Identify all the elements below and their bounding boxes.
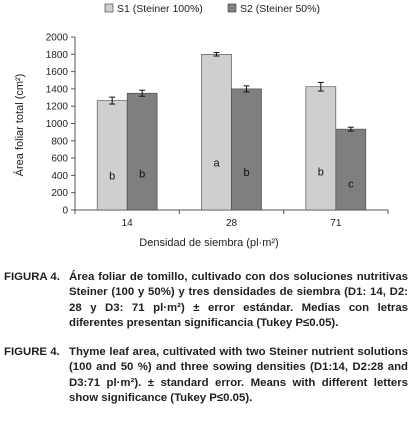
significance-letter: c: [348, 178, 354, 190]
significance-letter: a: [213, 157, 220, 169]
bar: [201, 53, 232, 211]
legend-swatch: [104, 3, 114, 13]
caption-label: FIGURA 4.: [4, 271, 60, 283]
bar: [126, 92, 158, 211]
y-tick-label: 1400: [46, 84, 69, 95]
significance-letter: b: [109, 170, 115, 182]
bar: [305, 86, 337, 211]
y-axis: 0 200 400 600 800 1000 1200 1400 1600 1800 2000: [46, 33, 76, 217]
legend-swatch: [227, 3, 237, 13]
x-tick-label: 28: [226, 218, 238, 229]
significance-letter: b: [243, 167, 249, 179]
legend: S1 (Steiner 100%) S2 (Steiner 50%): [104, 3, 320, 15]
caption-text: Thyme leaf area, cultivated with two Ste…: [69, 346, 408, 405]
significance-letter: b: [139, 168, 145, 180]
x-axis: 14 28 71: [74, 209, 389, 229]
figure-caption-spanish: FIGURA 4. Área foliar de tomillo, cultiv…: [4, 270, 408, 332]
x-tick-label: 71: [330, 218, 342, 229]
x-axis-title: Densidad de siembra (pl·m²): [139, 237, 278, 249]
y-tick-label: 0: [62, 206, 68, 217]
y-tick-label: 1600: [46, 67, 69, 78]
caption-label: FIGURE 4.: [4, 346, 60, 358]
y-axis-title: Área foliar total (cm²): [13, 74, 26, 177]
figure-caption-english: FIGURE 4. Thyme leaf area, cultivated wi…: [4, 345, 408, 407]
y-tick-label: 1800: [46, 50, 69, 61]
y-tick-label: 200: [51, 188, 68, 199]
x-tick-label: 14: [122, 218, 134, 229]
significance-letter: b: [318, 166, 324, 178]
y-tick-label: 600: [51, 154, 68, 165]
y-tick-label: 1000: [46, 119, 69, 130]
bar: [335, 128, 367, 211]
y-tick-label: 800: [51, 136, 68, 147]
y-tick-label: 2000: [46, 33, 69, 44]
bar: [231, 88, 262, 211]
y-tick-label: 1200: [46, 102, 69, 113]
y-tick-label: 400: [51, 171, 68, 182]
bar: [96, 100, 128, 211]
caption-text: Área foliar de tomillo, cultivado con do…: [69, 271, 408, 330]
legend-label: S1 (Steiner 100%): [117, 3, 203, 15]
bars: b b a b b c: [96, 52, 367, 211]
legend-label: S2 (Steiner 50%): [240, 3, 320, 15]
bar-chart: S1 (Steiner 100%) S2 (Steiner 50%) 0 200 40…: [13, 3, 389, 249]
